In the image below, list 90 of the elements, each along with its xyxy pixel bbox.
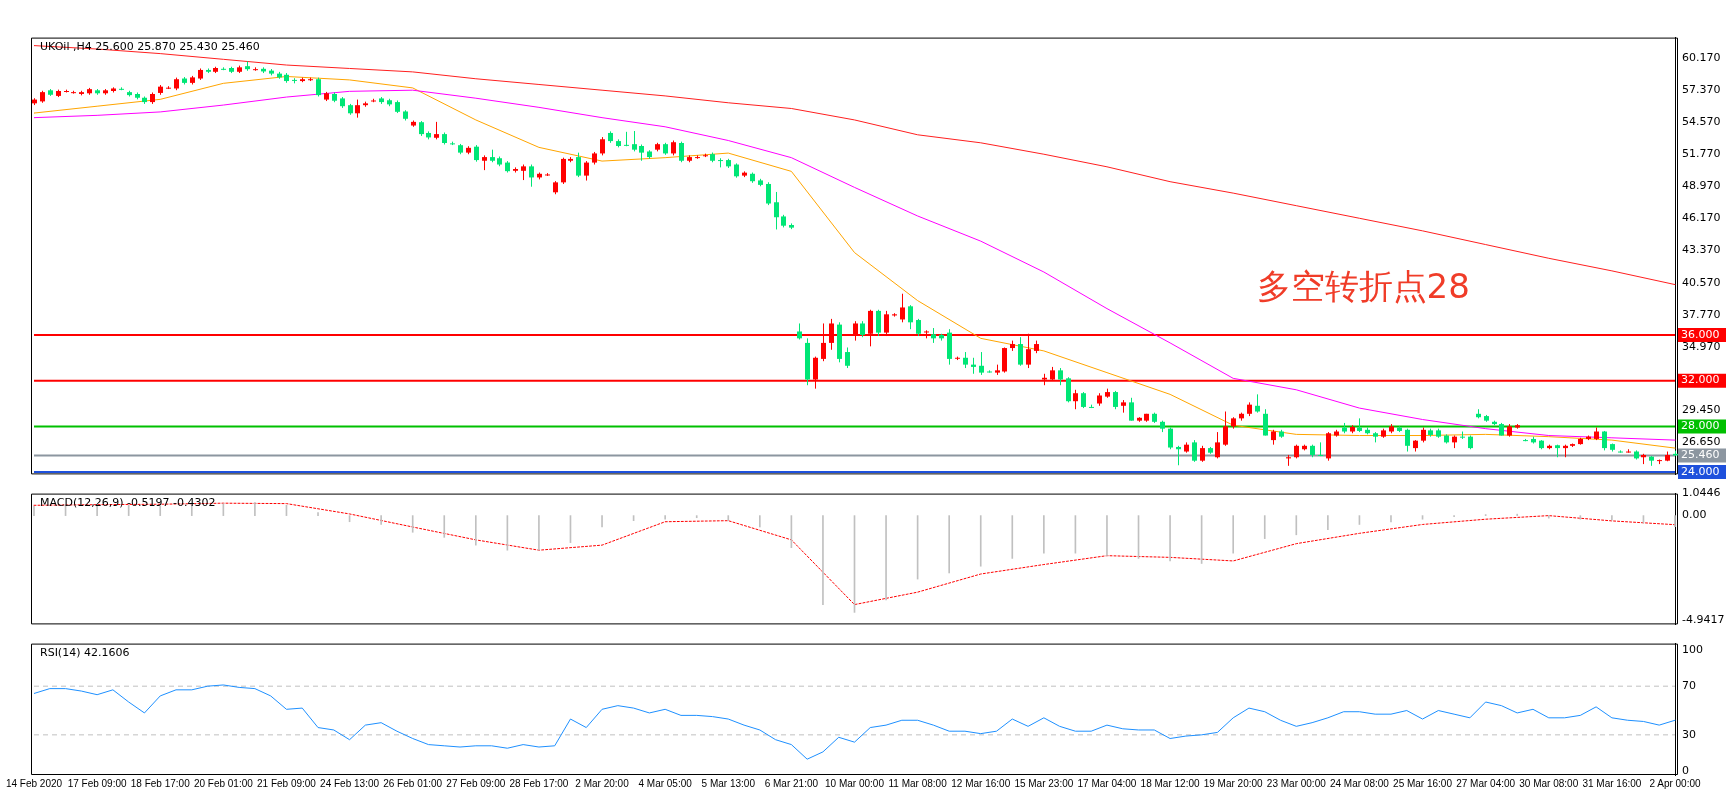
chart-title: MACD(12,26,9) -0.5197 -0.4302 <box>40 496 216 510</box>
y-tick-label: 43.370 <box>1682 243 1721 257</box>
x-tick-label: 20 Feb 01:00 <box>193 777 254 789</box>
y-tick-label: 51.770 <box>1682 147 1721 161</box>
ref-line-label: 24.000 <box>1681 464 1720 478</box>
y-tick-label: 0 <box>1682 764 1689 778</box>
candlestick <box>1192 439 1197 463</box>
x-tick-label: 21 Feb 09:00 <box>256 777 317 789</box>
candlestick <box>1223 411 1228 447</box>
candlestick <box>1263 408 1268 437</box>
candlestick <box>1602 430 1607 451</box>
ref-line-label: 28.000 <box>1681 419 1720 433</box>
y-tick-label: 37.770 <box>1682 307 1721 321</box>
candlestick <box>584 160 589 182</box>
x-tick-label: 6 Mar 21:00 <box>764 777 819 789</box>
ref-line-label: 32.000 <box>1681 373 1720 387</box>
x-tick-label: 19 Mar 20:00 <box>1203 777 1264 789</box>
candlestick <box>979 351 984 376</box>
x-tick-label: 2 Apr 00:00 <box>1649 777 1702 789</box>
x-tick-label: 30 Mar 08:00 <box>1519 777 1579 789</box>
y-tick-label: 48.970 <box>1682 179 1721 193</box>
ref-line-label: 36.000 <box>1681 327 1720 341</box>
y-tick-label: 54.570 <box>1682 115 1721 129</box>
x-tick-label: 17 Mar 04:00 <box>1077 777 1137 789</box>
y-tick-label: 100 <box>1682 642 1703 656</box>
candlestick <box>1002 346 1007 374</box>
x-tick-label: 18 Mar 12:00 <box>1140 777 1200 789</box>
candlestick <box>774 191 779 230</box>
x-tick-label: 23 Mar 00:00 <box>1266 777 1327 789</box>
candlestick <box>253 66 258 72</box>
candlestick <box>1113 390 1118 410</box>
candlestick <box>355 99 360 119</box>
y-tick-label: 30 <box>1682 727 1696 741</box>
candlestick <box>316 77 321 97</box>
x-tick-label: 14 Feb 2020 <box>5 777 63 789</box>
x-tick-label: 11 Mar 08:00 <box>888 777 948 789</box>
ref-line-label: 25.460 <box>1681 448 1720 462</box>
x-tick-label: 5 Mar 13:00 <box>701 777 756 789</box>
candlestick <box>624 131 629 147</box>
candlestick <box>1255 393 1260 414</box>
x-tick-label: 24 Mar 08:00 <box>1329 777 1390 789</box>
candlestick <box>1215 431 1220 459</box>
x-tick-label: 12 Mar 16:00 <box>951 777 1011 789</box>
y-tick-label: 0.00 <box>1682 508 1707 522</box>
x-tick-label: 25 Mar 16:00 <box>1393 777 1453 789</box>
candlestick <box>529 164 534 188</box>
candlestick <box>1168 427 1173 450</box>
candlestick <box>632 130 637 152</box>
candlestick <box>908 304 913 330</box>
y-tick-label: 60.170 <box>1682 51 1721 65</box>
candlestick <box>679 141 684 163</box>
y-tick-label: 46.170 <box>1682 211 1721 225</box>
y-tick-label: 34.970 <box>1682 339 1721 353</box>
y-tick-label: -4.9417 <box>1682 612 1725 626</box>
y-tick-label: 57.370 <box>1682 83 1721 97</box>
x-tick-label: 17 Feb 09:00 <box>67 777 128 789</box>
y-tick-label: 26.650 <box>1682 434 1721 448</box>
candlestick <box>1073 389 1078 410</box>
candlestick <box>576 152 581 178</box>
candlestick <box>561 157 566 185</box>
candlestick <box>1018 336 1023 367</box>
y-tick-label: 29.450 <box>1682 402 1721 416</box>
x-tick-label: 28 Feb 17:00 <box>509 777 569 789</box>
x-tick-label: 24 Feb 13:00 <box>320 777 380 789</box>
candlestick <box>1066 376 1071 403</box>
x-tick-label: 4 Mar 05:00 <box>638 777 693 789</box>
candlestick <box>1626 448 1631 454</box>
x-tick-label: 15 Mar 23:00 <box>1014 777 1074 789</box>
y-tick-label: 1.0446 <box>1682 486 1721 500</box>
x-tick-label: 27 Mar 04:00 <box>1456 777 1516 789</box>
chart-title: RSI(14) 42.1606 <box>40 646 130 660</box>
candlestick <box>876 309 881 337</box>
candlestick <box>845 346 850 369</box>
y-tick-label: 70 <box>1682 679 1696 693</box>
x-tick-label: 31 Mar 16:00 <box>1582 777 1642 789</box>
candlestick <box>695 154 700 160</box>
candlestick <box>1405 428 1410 453</box>
x-tick-label: 27 Feb 09:00 <box>446 777 506 789</box>
annotation: 多空转折点28 <box>1256 265 1470 306</box>
candlestick <box>1129 397 1134 422</box>
candlestick <box>766 181 771 206</box>
x-tick-label: 26 Feb 01:00 <box>383 777 443 789</box>
candlestick <box>1318 441 1323 457</box>
x-tick-label: 10 Mar 00:00 <box>825 777 885 789</box>
x-tick-label: 18 Feb 17:00 <box>130 777 191 789</box>
y-tick-label: 40.570 <box>1682 275 1721 289</box>
candlestick <box>900 293 905 323</box>
candlestick <box>600 136 605 156</box>
x-tick-label: 2 Mar 20:00 <box>575 777 630 789</box>
candlestick <box>1176 445 1181 466</box>
